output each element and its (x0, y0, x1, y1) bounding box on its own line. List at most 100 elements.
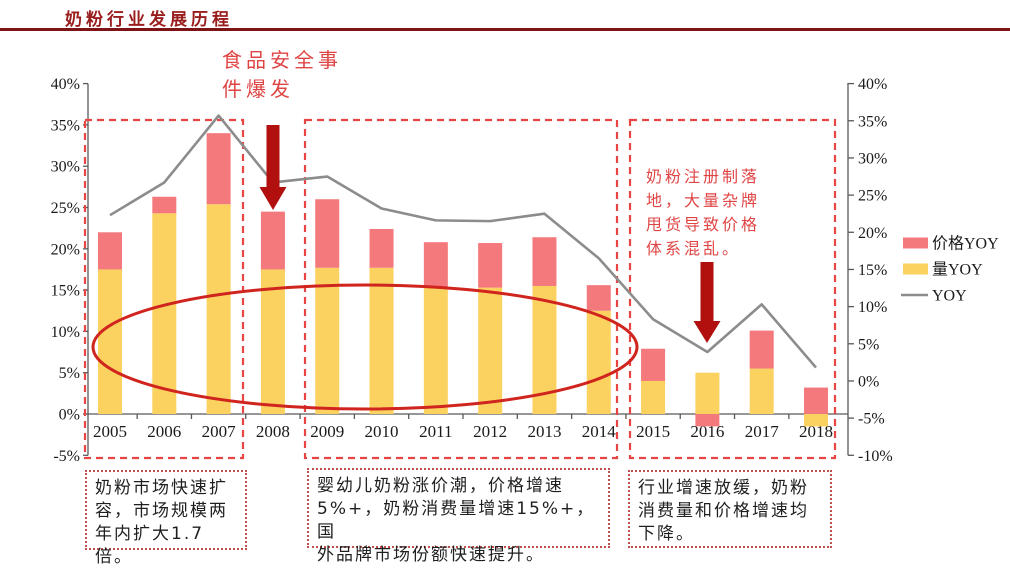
legend-label-量YOY: 量YOY (932, 262, 983, 279)
highlight-layer (83, 118, 837, 460)
yoy-line (109, 114, 817, 369)
bar-segment-2008-量YOY (260, 269, 285, 414)
phase-box-2009-2014 (303, 118, 619, 460)
annotation-line: 食品安全事 (222, 48, 342, 72)
annotation-line: 地，大量杂牌 (646, 191, 761, 210)
x-axis-label: 2013 (527, 422, 561, 441)
right-axis-label: 10% (858, 299, 887, 316)
right-axis-label: 25% (858, 188, 887, 205)
note-line: 下降。 (638, 524, 695, 544)
note-line: 行业增速放缓，奶粉 (638, 478, 809, 498)
x-axis-label: 2009 (310, 422, 344, 441)
annotation-registration: 奶粉注册制落 地，大量杂牌 甩货导致价格 体系混乱。 (646, 165, 760, 261)
left-axis-label: 30% (51, 159, 80, 176)
x-axis-label: 2008 (256, 422, 290, 441)
bar-segment-2008-价格YOY (260, 211, 285, 270)
axes-layer: 40% 35% 30% 25% 20% 15% 10% 5% 0% -5% 40% 35% 30% 25%… (51, 76, 893, 465)
legend-layer: 价格YOY 量YOY YOY (901, 235, 999, 305)
phase-box-2005-2007 (83, 118, 245, 460)
legend-label-YOY: YOY (932, 288, 967, 305)
bar-segment-2007-价格YOY (206, 133, 231, 205)
bar-segment-2010-价格YOY (369, 228, 394, 268)
legend-swatch-价格YOY (903, 237, 928, 249)
note-line: 消费量和价格增速均 (638, 501, 809, 521)
bar-segment-2015-价格YOY (641, 348, 666, 381)
bar-segment-2011-价格YOY (423, 242, 448, 288)
x-axis-label: 2005 (93, 422, 127, 441)
bar-segment-2016-价格YOY (695, 414, 720, 427)
bar-segment-2014-量YOY (586, 310, 611, 414)
annotation-line: 件爆发 (222, 77, 294, 101)
note-box-expansion: 奶粉市场快速扩 容，市场规模两 年内扩大1.7倍。 (85, 470, 247, 567)
left-axis-label: 25% (51, 200, 80, 217)
left-axis-label: 15% (51, 283, 80, 300)
bar-segment-2017-量YOY (749, 368, 774, 414)
bar-segment-2006-量YOY (152, 213, 177, 414)
left-axis-label: 0% (59, 407, 80, 424)
left-axis-label: 20% (51, 241, 80, 258)
x-axis-label: 2015 (636, 422, 670, 441)
food-safety-arrow (259, 125, 287, 210)
bar-segment-2018-量YOY (804, 414, 828, 427)
right-axis-label: 40% (858, 76, 887, 93)
bar-segment-2012-量YOY (478, 287, 503, 414)
left-axis-label: 5% (59, 365, 80, 382)
right-axis-label: 0% (858, 373, 879, 390)
note-line: 奶粉市场快速扩 (95, 478, 228, 498)
chart-canvas: 40% 35% 30% 25% 20% 15% 10% 5% 0% -5% 40% 35% 30% 25%… (51, 76, 999, 465)
note-line: 外品牌市场份额快速提升。 (317, 545, 545, 565)
highlight-ellipse (91, 283, 639, 411)
bar-segment-2014-价格YOY (586, 285, 611, 311)
x-axis-label: 2011 (419, 422, 452, 441)
registration-arrow (693, 262, 721, 343)
phase-box-2015-2018 (628, 118, 837, 460)
note-line: 5%+，奶粉消费量增速15%+，国 (317, 499, 596, 542)
left-axis-label: -5% (53, 448, 80, 465)
annotation-line: 体系混乱。 (646, 239, 742, 258)
note-box-price-wave: 婴幼儿奶粉涨价潮，价格增速 5%+，奶粉消费量增速15%+，国 外品牌市场份额快… (307, 468, 610, 565)
note-line: 年内扩大1.7倍。 (95, 524, 205, 567)
note-line: 容，市场规模两 (95, 501, 228, 521)
line-layer (109, 114, 817, 369)
legend-label-价格YOY: 价格YOY (932, 235, 999, 253)
x-axis-label: 2006 (147, 422, 181, 441)
right-axis-label: 20% (858, 225, 887, 242)
annotation-line: 奶粉注册制落 (646, 167, 761, 186)
bar-segment-2006-价格YOY (152, 196, 177, 214)
bar-segment-2010-量YOY (369, 267, 394, 414)
bar-segment-2018-价格YOY (804, 387, 828, 414)
annotation-food-safety: 食品安全事 件爆发 (222, 46, 342, 104)
bar-segment-2013-价格YOY (532, 237, 557, 286)
x-axis-label: 2014 (582, 422, 617, 441)
bar-segment-2009-价格YOY (315, 199, 340, 268)
right-axis-label: 35% (858, 113, 887, 130)
right-axis-label: -10% (858, 448, 893, 465)
right-axis-label: 30% (858, 150, 887, 167)
right-axis-label: 5% (858, 336, 879, 353)
left-axis-label: 10% (51, 324, 80, 341)
left-axis-label: 40% (51, 76, 80, 93)
right-axis-label: 15% (858, 262, 887, 279)
bar-segment-2011-量YOY (423, 287, 448, 414)
annotation-line: 甩货导致价格 (646, 215, 761, 234)
x-axis-label: 2018 (799, 422, 833, 441)
x-axis-label: 2017 (745, 422, 780, 441)
x-axis-label: 2012 (473, 422, 507, 441)
bar-segment-2005-价格YOY (98, 232, 122, 270)
bars-layer (98, 133, 828, 427)
x-axis-label: 2010 (365, 422, 399, 441)
bar-segment-2012-价格YOY (478, 243, 503, 288)
right-axis-label: -5% (858, 411, 885, 428)
legend-swatch-量YOY (903, 263, 928, 275)
bar-segment-2017-价格YOY (749, 330, 774, 369)
bar-segment-2005-量YOY (98, 269, 122, 414)
x-axis-label: 2016 (690, 422, 724, 441)
title-divider (0, 28, 1010, 31)
left-axis-label: 35% (51, 117, 80, 134)
page-title: 奶粉行业发展历程 (65, 10, 233, 30)
note-box-slowdown: 行业增速放缓，奶粉 消费量和价格增速均 下降。 (628, 470, 832, 548)
bar-segment-2015-量YOY (641, 380, 666, 414)
bar-segment-2016-量YOY (695, 372, 720, 414)
bar-segment-2009-量YOY (315, 267, 340, 414)
note-line: 婴幼儿奶粉涨价潮，价格增速 (317, 476, 564, 496)
